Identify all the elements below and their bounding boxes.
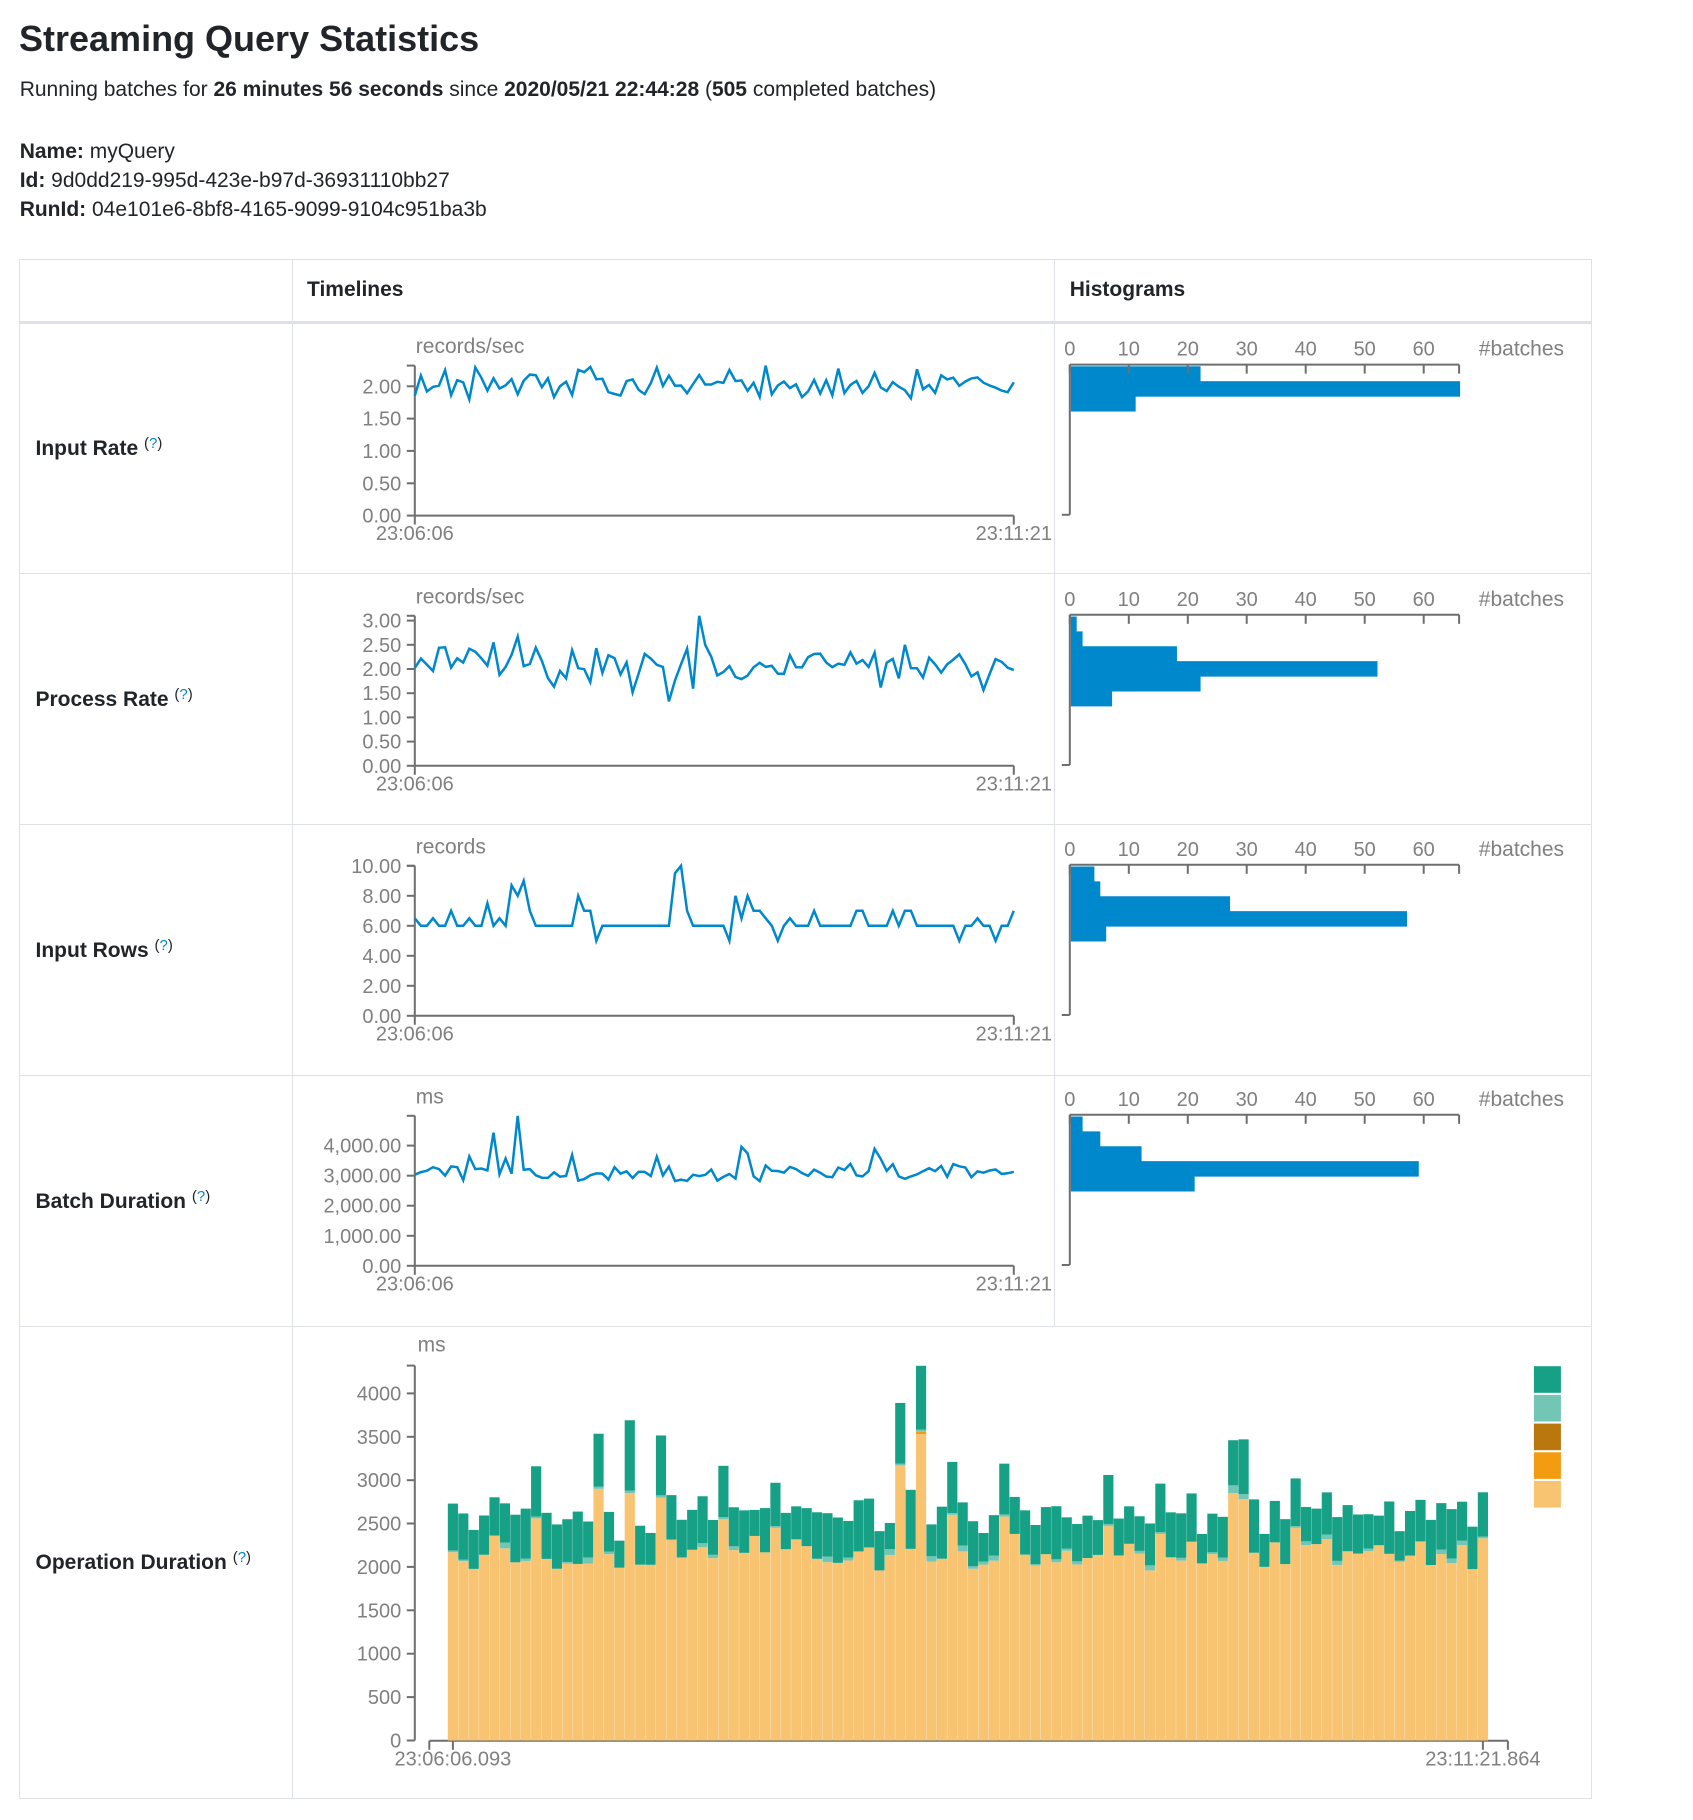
svg-text:#batches: #batches <box>1479 338 1564 361</box>
svg-text:0.50: 0.50 <box>362 732 401 754</box>
svg-text:2.00: 2.00 <box>362 376 401 398</box>
svg-text:23:06:06: 23:06:06 <box>376 1273 454 1295</box>
svg-text:23:11:21: 23:11:21 <box>976 523 1052 545</box>
svg-text:40: 40 <box>1295 1089 1317 1111</box>
svg-text:#batches: #batches <box>1479 1088 1564 1111</box>
svg-text:1.00: 1.00 <box>362 441 401 463</box>
svg-text:30: 30 <box>1236 1089 1258 1111</box>
svg-text:1000: 1000 <box>357 1644 402 1666</box>
svg-text:20: 20 <box>1177 339 1199 361</box>
svg-text:#batches: #batches <box>1479 838 1564 861</box>
svg-text:1500: 1500 <box>357 1600 402 1622</box>
svg-text:2.00: 2.00 <box>362 659 401 681</box>
svg-text:40: 40 <box>1295 839 1317 861</box>
svg-text:50: 50 <box>1354 589 1376 611</box>
svg-text:1,000.00: 1,000.00 <box>323 1226 401 1248</box>
svg-text:4000: 4000 <box>357 1383 402 1405</box>
svg-text:0.00: 0.00 <box>362 1006 401 1028</box>
svg-text:10.00: 10.00 <box>351 856 401 878</box>
svg-text:60: 60 <box>1413 1089 1435 1111</box>
svg-text:records/sec: records/sec <box>416 335 525 358</box>
svg-text:2.00: 2.00 <box>362 976 401 998</box>
svg-text:23:06:06: 23:06:06 <box>376 773 454 795</box>
svg-text:23:06:06: 23:06:06 <box>376 1023 454 1045</box>
svg-text:3.00: 3.00 <box>362 611 401 633</box>
svg-text:40: 40 <box>1295 339 1317 361</box>
svg-text:0.00: 0.00 <box>362 1256 401 1278</box>
svg-text:23:06:06.093: 23:06:06.093 <box>395 1749 512 1771</box>
svg-text:10: 10 <box>1118 339 1140 361</box>
svg-text:0: 0 <box>1064 339 1075 361</box>
svg-text:40: 40 <box>1295 589 1317 611</box>
svg-text:records: records <box>416 835 486 858</box>
svg-text:50: 50 <box>1354 339 1376 361</box>
svg-text:0: 0 <box>1064 589 1075 611</box>
svg-text:2500: 2500 <box>357 1514 402 1536</box>
svg-text:23:11:21: 23:11:21 <box>976 1273 1052 1295</box>
svg-text:ms: ms <box>418 1334 446 1357</box>
svg-text:23:11:21: 23:11:21 <box>976 1023 1052 1045</box>
svg-text:50: 50 <box>1354 1089 1376 1111</box>
svg-text:30: 30 <box>1236 339 1258 361</box>
svg-text:0.00: 0.00 <box>362 506 401 528</box>
svg-text:records/sec: records/sec <box>416 585 525 608</box>
svg-text:4.00: 4.00 <box>362 946 401 968</box>
svg-text:3500: 3500 <box>357 1427 402 1449</box>
svg-text:3000: 3000 <box>357 1470 402 1492</box>
svg-text:ms: ms <box>416 1085 444 1108</box>
svg-text:20: 20 <box>1177 589 1199 611</box>
svg-text:4,000.00: 4,000.00 <box>323 1136 401 1158</box>
svg-text:#batches: #batches <box>1479 588 1564 611</box>
svg-text:50: 50 <box>1354 839 1376 861</box>
svg-text:0.00: 0.00 <box>362 756 401 778</box>
svg-text:60: 60 <box>1413 339 1435 361</box>
svg-text:500: 500 <box>368 1687 401 1709</box>
svg-text:1.50: 1.50 <box>362 683 401 705</box>
svg-text:20: 20 <box>1177 1089 1199 1111</box>
svg-text:23:11:21: 23:11:21 <box>976 773 1052 795</box>
svg-text:2.50: 2.50 <box>362 635 401 657</box>
svg-text:30: 30 <box>1236 839 1258 861</box>
svg-text:1.50: 1.50 <box>362 409 401 431</box>
svg-text:20: 20 <box>1177 839 1199 861</box>
svg-text:0: 0 <box>390 1731 401 1753</box>
svg-text:10: 10 <box>1118 589 1140 611</box>
svg-text:60: 60 <box>1413 839 1435 861</box>
svg-text:1.00: 1.00 <box>362 707 401 729</box>
svg-text:0: 0 <box>1064 839 1075 861</box>
svg-text:23:06:06: 23:06:06 <box>376 523 454 545</box>
svg-text:2000: 2000 <box>357 1557 402 1579</box>
svg-text:6.00: 6.00 <box>362 916 401 938</box>
svg-text:0.50: 0.50 <box>362 473 401 495</box>
svg-text:23:11:21.864: 23:11:21.864 <box>1425 1749 1540 1771</box>
svg-text:10: 10 <box>1118 1089 1140 1111</box>
svg-text:10: 10 <box>1118 839 1140 861</box>
svg-text:30: 30 <box>1236 589 1258 611</box>
svg-text:0: 0 <box>1064 1089 1075 1111</box>
svg-text:2,000.00: 2,000.00 <box>323 1196 401 1218</box>
svg-text:3,000.00: 3,000.00 <box>323 1166 401 1188</box>
svg-text:8.00: 8.00 <box>362 886 401 908</box>
svg-text:60: 60 <box>1413 589 1435 611</box>
